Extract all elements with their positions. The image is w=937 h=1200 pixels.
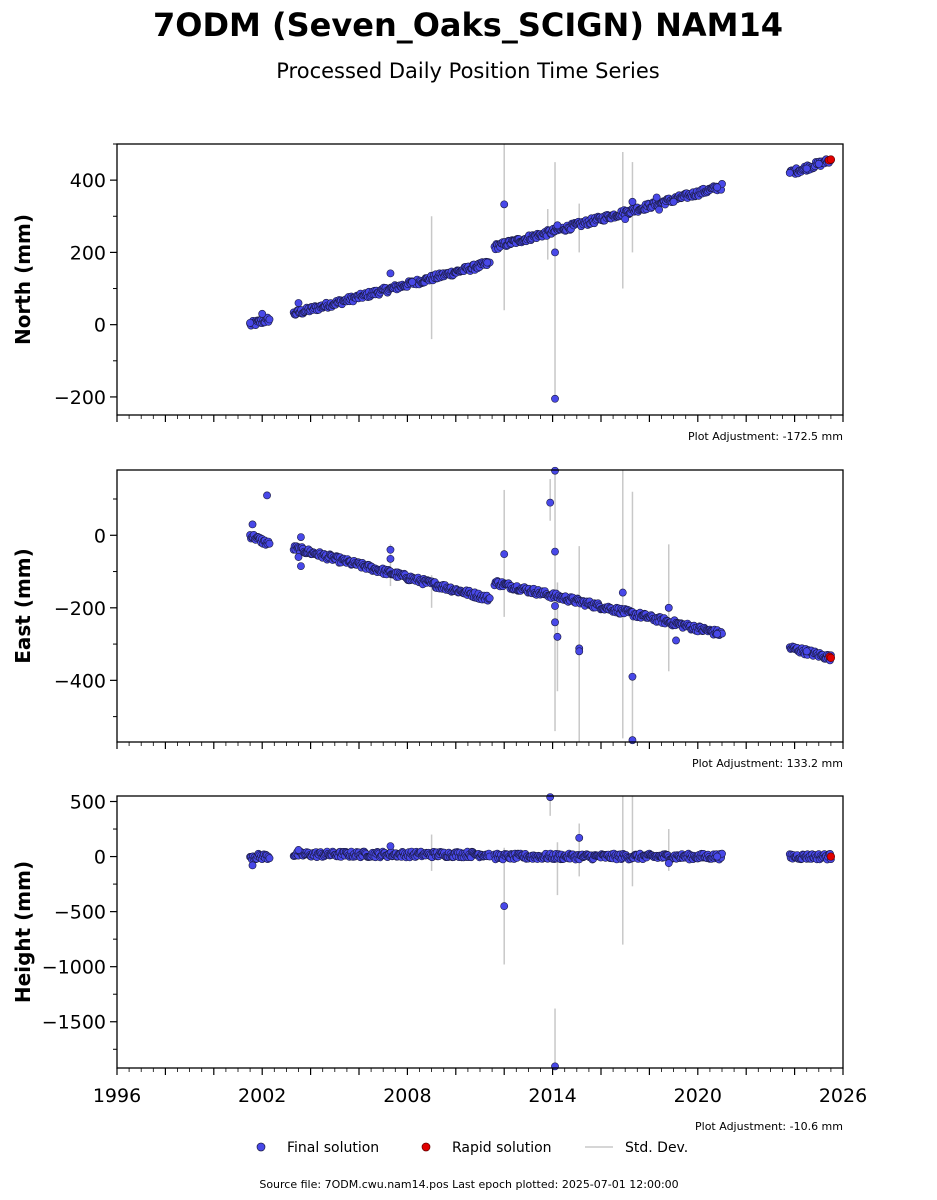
final-point: [500, 200, 509, 209]
final-point: [553, 632, 562, 641]
y-axis-label: North (mm): [11, 214, 35, 345]
y-tick-label: 0: [94, 315, 106, 337]
final-point: [408, 278, 417, 286]
final-point: [802, 164, 811, 173]
final-point: [664, 603, 673, 612]
axes-frame: [116, 469, 844, 743]
panel-0: −200 0 200 400 North (mm) Plot Adjustment: -1…: [11, 143, 844, 443]
legend-rapid-marker: [421, 1142, 431, 1152]
legend-stddev-label: Std. Dev.: [625, 1140, 688, 1156]
plot-adjustment-note: Plot Adjustment: 133.2 mm: [692, 757, 843, 770]
final-point: [265, 315, 274, 324]
final-point: [297, 562, 305, 571]
x-tick-label: 2002: [238, 1085, 286, 1107]
final-point: [248, 861, 257, 870]
final-point: [294, 299, 303, 307]
final-point: [551, 547, 559, 556]
x-tick-label: 1996: [93, 1085, 141, 1107]
final-point: [814, 159, 823, 168]
final-point: [628, 736, 637, 745]
final-point: [386, 554, 395, 563]
legend-rapid-label: Rapid solution: [452, 1140, 552, 1156]
final-point: [483, 258, 492, 267]
panels-group: −200 0 200 400 North (mm) Plot Adjustment: -1…: [11, 143, 867, 1133]
final-point: [265, 854, 274, 863]
figure-title: 7ODM (Seven_Oaks_SCIGN) NAM14: [153, 6, 783, 44]
y-tick-label: 0: [94, 847, 106, 869]
rapid-point: [826, 852, 836, 861]
final-point: [297, 533, 305, 541]
rapid-point: [826, 653, 836, 662]
final-point: [551, 248, 559, 257]
final-point: [655, 205, 663, 214]
y-tick-label: −200: [54, 598, 106, 620]
figure-subtitle: Processed Daily Position Time Series: [276, 59, 660, 83]
final-point: [551, 618, 559, 627]
plot-adjustment-note: Plot Adjustment: -172.5 mm: [688, 430, 843, 443]
final-point: [500, 550, 509, 559]
final-point: [294, 553, 303, 561]
y-tick-label: −1500: [42, 1012, 106, 1034]
final-point: [485, 594, 494, 603]
final-point: [386, 545, 395, 554]
final-point: [500, 902, 509, 911]
final-point: [713, 630, 722, 638]
final-point: [263, 491, 271, 500]
axes-frame: [116, 143, 844, 416]
source-note: Source file: 7ODM.cwu.nam14.pos Last epo…: [259, 1178, 678, 1191]
final-point: [546, 498, 555, 507]
y-tick-label: 400: [70, 170, 106, 192]
legend: Final solution Rapid solution Std. Dev.: [256, 1140, 688, 1156]
final-point: [551, 466, 559, 475]
axes-frame: [116, 795, 844, 1069]
final-point: [628, 672, 637, 681]
y-tick-label: −1000: [42, 957, 106, 979]
y-tick-label: −200: [54, 387, 106, 409]
final-point: [546, 793, 555, 802]
y-tick-label: −400: [54, 670, 106, 692]
final-point: [628, 197, 637, 206]
legend-final-label: Final solution: [287, 1140, 379, 1156]
final-point: [652, 193, 661, 202]
x-tick-label: 2014: [528, 1085, 576, 1107]
final-point: [575, 647, 584, 656]
legend-final-marker: [256, 1142, 266, 1152]
final-point: [621, 215, 630, 224]
final-point: [618, 588, 627, 597]
final-point: [258, 309, 267, 318]
x-tick-label: 2026: [819, 1085, 867, 1107]
final-point: [248, 520, 257, 529]
panel-1: −400 −200 0 East (mm) Plot Adjustment: 133.2…: [11, 466, 844, 770]
final-point: [664, 859, 673, 868]
final-point: [672, 636, 680, 645]
y-axis-label: Height (mm): [11, 861, 35, 1003]
x-tick-label: 2020: [674, 1085, 722, 1107]
final-point: [785, 169, 794, 177]
rapid-point: [826, 155, 836, 164]
final-point: [713, 183, 722, 192]
final-point: [265, 539, 274, 548]
final-point: [386, 842, 395, 851]
final-point: [553, 221, 562, 230]
final-point: [246, 318, 254, 327]
final-point: [713, 852, 722, 861]
plot-adjustment-note: Plot Adjustment: -10.6 mm: [695, 1120, 843, 1133]
y-tick-label: 0: [94, 525, 106, 547]
y-tick-label: 200: [70, 242, 106, 264]
final-point: [551, 394, 559, 403]
x-tick-label: 2008: [383, 1085, 431, 1107]
final-point: [551, 602, 559, 610]
final-point: [802, 647, 811, 656]
final-point: [386, 269, 395, 278]
y-tick-label: 500: [70, 792, 106, 814]
panel-2: −1500 −1000 −500 0 500 1996 2002 2008 2014 2020 20…: [11, 792, 867, 1133]
final-point: [575, 833, 584, 842]
y-axis-label: East (mm): [11, 548, 35, 664]
final-point: [669, 197, 678, 206]
final-point: [294, 846, 303, 854]
y-tick-label: −500: [54, 902, 106, 924]
